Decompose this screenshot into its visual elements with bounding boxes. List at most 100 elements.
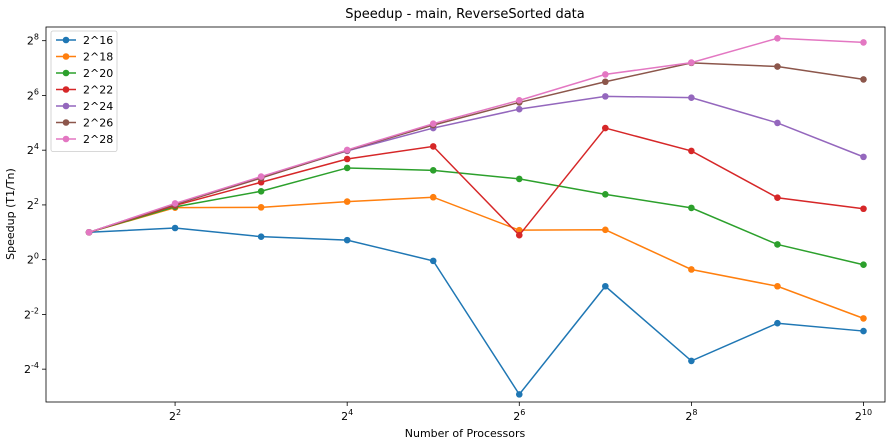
data-point [257,187,265,195]
series-line [88,37,864,234]
data-point [860,153,867,161]
data-point [860,261,867,269]
data-point [774,319,781,327]
data-point [860,327,867,335]
y-tick-label: 2-2 [24,306,39,321]
y-tick-label: 28 [27,33,39,48]
legend-marker [62,69,70,77]
legend-label: 2^20 [83,67,113,80]
data-point [257,173,265,180]
legend-marker [62,36,70,44]
data-point [602,226,609,234]
legend-marker [62,102,70,110]
data-point [515,226,523,234]
data-point [602,282,609,290]
series-line [88,227,864,396]
data-point [429,167,437,174]
data-point [602,93,609,100]
data-point [688,147,695,155]
plot-area-frame [45,26,886,403]
legend-item: 2^18 [56,51,113,64]
data-point [860,39,867,46]
data-point [602,124,609,132]
data-point [343,146,351,154]
series-line [88,62,864,234]
data-point [602,71,609,78]
legend-label: 2^24 [83,100,113,113]
series-line [88,95,864,234]
data-point [429,120,437,127]
y-tick-label: 20 [27,252,39,267]
chart-title: Speedup - main, ReverseSorted data [345,7,585,22]
data-point [774,119,781,127]
data-point [171,200,179,207]
legend-item: 2^20 [56,67,113,80]
data-point [429,193,437,201]
data-point [515,231,523,239]
data-point [688,266,695,273]
legend-item: 2^16 [56,34,113,47]
data-point [602,191,609,198]
y-tick-label: 26 [27,87,39,102]
data-point [774,282,781,290]
data-point [343,236,351,244]
legend-marker [62,119,70,126]
legend-label: 2^18 [83,51,113,64]
series-3 [85,124,867,239]
data-point [688,357,695,365]
legend-marker [62,135,70,143]
axis-ticks: 22 24 26 28 210 2-4 2-2 20 22 24 26 28 [24,33,872,423]
x-tick-label: 24 [341,408,353,423]
data-point [429,257,437,265]
data-point [515,97,523,104]
legend-marker [62,86,70,93]
series-5 [85,59,867,236]
y-tick-label: 24 [27,142,39,157]
data-point [171,224,179,232]
legend-marker [62,53,70,60]
data-point [429,143,437,150]
data-point [860,315,867,322]
x-tick-label: 210 [855,408,872,423]
x-tick-label: 26 [513,408,525,423]
x-tick-label: 28 [685,408,697,423]
data-point [688,59,695,66]
legend-label: 2^28 [83,133,113,146]
series-line [88,167,864,266]
legend-label: 2^26 [83,117,113,130]
y-tick-label: 2-4 [24,361,39,376]
data-point [860,76,867,83]
data-point [85,228,93,236]
y-axis-label: Speedup (T1/Tn) [4,168,17,260]
legend-item: 2^24 [56,100,113,113]
data-point [515,175,523,183]
series-0 [85,224,867,398]
legend-item: 2^22 [56,84,113,97]
data-point [257,204,265,211]
data-point [688,204,695,212]
series-line [88,196,864,320]
x-axis-label: Number of Processors [405,427,526,440]
y-tick-label: 22 [27,197,39,212]
data-point [774,241,781,248]
data-point [688,94,695,101]
data-point [515,391,523,398]
data-point [343,155,351,163]
series-6 [85,34,867,236]
data-point [343,198,351,205]
legend-item: 2^26 [56,117,113,130]
data-point [774,194,781,202]
series-1 [85,193,867,322]
data-point [602,78,609,86]
data-point [257,233,265,240]
legend-label: 2^16 [83,34,113,47]
data-point [774,63,781,70]
data-point [343,164,351,172]
series-2 [85,164,867,269]
x-tick-label: 22 [169,408,181,423]
data-point [860,205,867,213]
legend: 2^16 2^18 2^20 2^22 2^24 2^26 2^28 [50,30,118,152]
data-point [774,34,781,42]
legend-label: 2^22 [83,84,113,97]
